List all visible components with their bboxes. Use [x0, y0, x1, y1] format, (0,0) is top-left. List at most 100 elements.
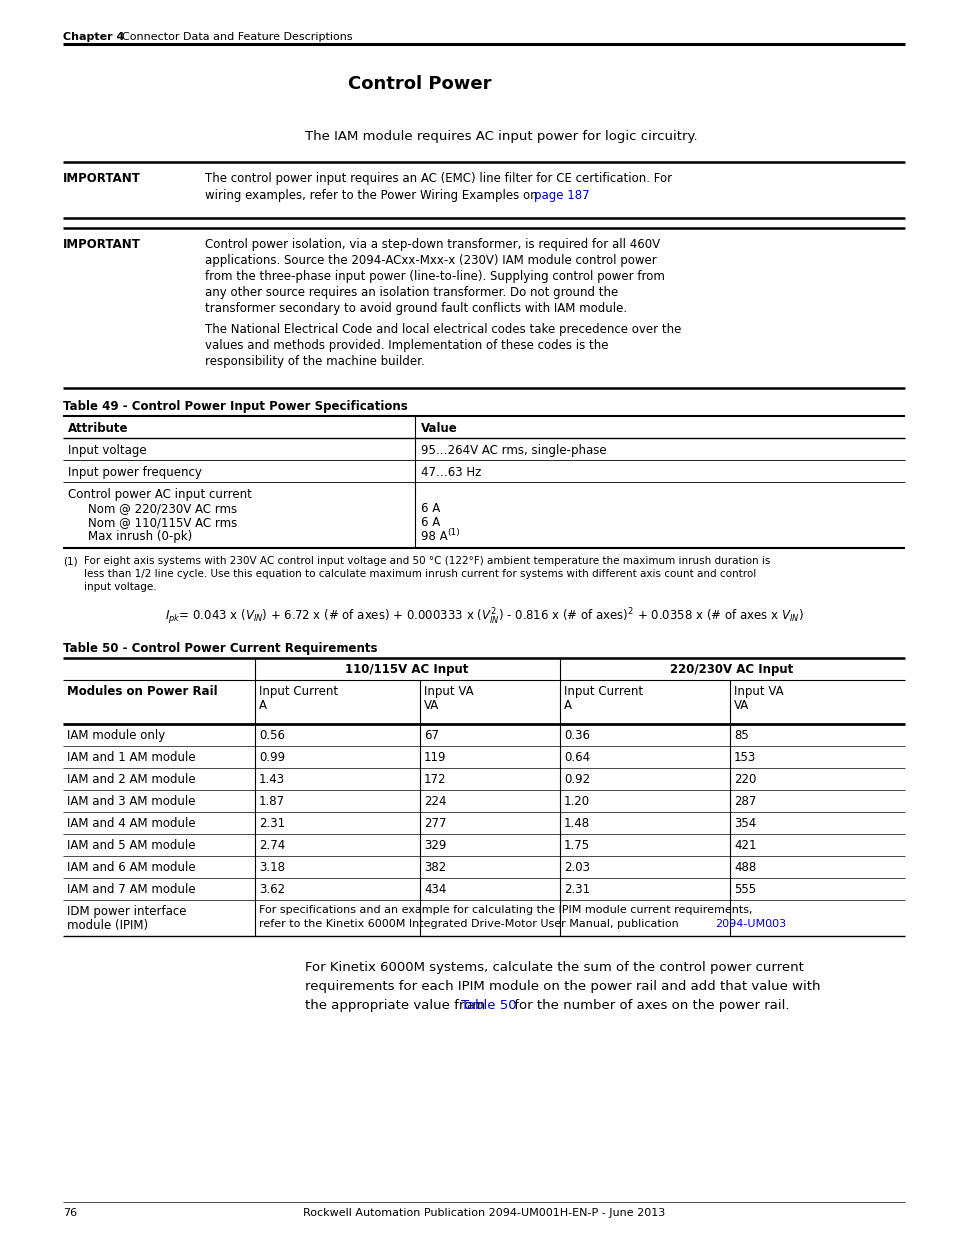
Text: 1.87: 1.87 — [258, 795, 285, 808]
Text: For specifications and an example for calculating the IPIM module current requir: For specifications and an example for ca… — [258, 905, 752, 915]
Text: Chapter 4: Chapter 4 — [63, 32, 124, 42]
Text: 220: 220 — [733, 773, 756, 785]
Text: values and methods provided. Implementation of these codes is the: values and methods provided. Implementat… — [205, 338, 608, 352]
Text: 354: 354 — [733, 818, 756, 830]
Text: IAM and 5 AM module: IAM and 5 AM module — [67, 839, 195, 852]
Text: 1.43: 1.43 — [258, 773, 285, 785]
Text: The National Electrical Code and local electrical codes take precedence over the: The National Electrical Code and local e… — [205, 324, 680, 336]
Text: (1): (1) — [63, 556, 77, 566]
Text: module (IPIM): module (IPIM) — [67, 919, 148, 932]
Text: Input VA: Input VA — [733, 685, 782, 698]
Text: IDM power interface: IDM power interface — [67, 905, 186, 918]
Text: 421: 421 — [733, 839, 756, 852]
Text: Nom @ 220/230V AC rms: Nom @ 220/230V AC rms — [88, 501, 237, 515]
Text: 76: 76 — [63, 1208, 77, 1218]
Text: 0.92: 0.92 — [563, 773, 590, 785]
Text: .: . — [582, 189, 586, 203]
Text: 85: 85 — [733, 729, 748, 742]
Text: 287: 287 — [733, 795, 756, 808]
Text: transformer secondary to avoid ground fault conflicts with IAM module.: transformer secondary to avoid ground fa… — [205, 303, 626, 315]
Text: 47…63 Hz: 47…63 Hz — [420, 466, 481, 479]
Text: Table 49 - Control Power Input Power Specifications: Table 49 - Control Power Input Power Spe… — [63, 400, 407, 412]
Text: for the number of axes on the power rail.: for the number of axes on the power rail… — [510, 999, 789, 1011]
Text: 153: 153 — [733, 751, 756, 764]
Text: 0.99: 0.99 — [258, 751, 285, 764]
Text: For eight axis systems with 230V AC control input voltage and 50 °C (122°F) ambi: For eight axis systems with 230V AC cont… — [84, 556, 770, 566]
Text: responsibility of the machine builder.: responsibility of the machine builder. — [205, 354, 424, 368]
Text: page 187: page 187 — [534, 189, 589, 203]
Text: 434: 434 — [423, 883, 446, 897]
Text: Input Current: Input Current — [258, 685, 337, 698]
Text: 3.18: 3.18 — [258, 861, 285, 874]
Text: IAM and 1 AM module: IAM and 1 AM module — [67, 751, 195, 764]
Text: IAM module only: IAM module only — [67, 729, 165, 742]
Text: IAM and 4 AM module: IAM and 4 AM module — [67, 818, 195, 830]
Text: Table 50 - Control Power Current Requirements: Table 50 - Control Power Current Require… — [63, 642, 377, 655]
Text: requirements for each IPIM module on the power rail and add that value with: requirements for each IPIM module on the… — [305, 981, 820, 993]
Text: 95…264V AC rms, single-phase: 95…264V AC rms, single-phase — [420, 445, 606, 457]
Text: refer to the Kinetix 6000M Integrated Drive-Motor User Manual, publication: refer to the Kinetix 6000M Integrated Dr… — [258, 919, 681, 929]
Text: 172: 172 — [423, 773, 446, 785]
Text: For Kinetix 6000M systems, calculate the sum of the control power current: For Kinetix 6000M systems, calculate the… — [305, 961, 803, 974]
Text: Max inrush (0-pk): Max inrush (0-pk) — [88, 530, 193, 543]
Text: Connector Data and Feature Descriptions: Connector Data and Feature Descriptions — [122, 32, 353, 42]
Text: IMPORTANT: IMPORTANT — [63, 172, 141, 185]
Text: The IAM module requires AC input power for logic circuitry.: The IAM module requires AC input power f… — [305, 130, 697, 143]
Text: IMPORTANT: IMPORTANT — [63, 238, 141, 251]
Text: Control power isolation, via a step-down transformer, is required for all 460V: Control power isolation, via a step-down… — [205, 238, 659, 251]
Text: Input VA: Input VA — [423, 685, 473, 698]
Text: 488: 488 — [733, 861, 756, 874]
Text: A: A — [258, 699, 267, 713]
Text: A: A — [563, 699, 572, 713]
Text: 329: 329 — [423, 839, 446, 852]
Text: any other source requires an isolation transformer. Do not ground the: any other source requires an isolation t… — [205, 287, 618, 299]
Text: applications. Source the 2094-ACxx-Mxx-x (230V) IAM module control power: applications. Source the 2094-ACxx-Mxx-x… — [205, 254, 656, 267]
Text: Control power AC input current: Control power AC input current — [68, 488, 252, 501]
Text: wiring examples, refer to the Power Wiring Examples on: wiring examples, refer to the Power Wiri… — [205, 189, 540, 203]
Text: IAM and 7 AM module: IAM and 7 AM module — [67, 883, 195, 897]
Text: 3.62: 3.62 — [258, 883, 285, 897]
Text: VA: VA — [733, 699, 748, 713]
Text: Table 50: Table 50 — [460, 999, 517, 1011]
Text: 220/230V AC Input: 220/230V AC Input — [670, 663, 793, 676]
Text: The control power input requires an AC (EMC) line filter for CE certification. F: The control power input requires an AC (… — [205, 172, 672, 185]
Text: 6 A: 6 A — [420, 501, 439, 515]
Text: 1.20: 1.20 — [563, 795, 590, 808]
Text: 382: 382 — [423, 861, 446, 874]
Text: 98 A: 98 A — [420, 530, 447, 543]
Text: less than 1/2 line cycle. Use this equation to calculate maximum inrush current : less than 1/2 line cycle. Use this equat… — [84, 569, 756, 579]
Text: 0.56: 0.56 — [258, 729, 285, 742]
Text: .: . — [769, 919, 773, 929]
Text: $I_{pk}$= 0.043 x ($V_{IN}$) + 6.72 x (# of axes) + 0.000333 x ($V_{IN}^2$) - 0.: $I_{pk}$= 0.043 x ($V_{IN}$) + 6.72 x (#… — [165, 606, 802, 626]
Text: Rockwell Automation Publication 2094-UM001H-EN-P - June 2013: Rockwell Automation Publication 2094-UM0… — [302, 1208, 664, 1218]
Text: 0.64: 0.64 — [563, 751, 590, 764]
Text: Input voltage: Input voltage — [68, 445, 147, 457]
Text: IAM and 3 AM module: IAM and 3 AM module — [67, 795, 195, 808]
Text: Input power frequency: Input power frequency — [68, 466, 202, 479]
Text: 119: 119 — [423, 751, 446, 764]
Text: IAM and 2 AM module: IAM and 2 AM module — [67, 773, 195, 785]
Text: 2094-UM003: 2094-UM003 — [714, 919, 785, 929]
Text: the appropriate value from: the appropriate value from — [305, 999, 489, 1011]
Text: Control Power: Control Power — [348, 75, 491, 93]
Text: 555: 555 — [733, 883, 756, 897]
Text: Nom @ 110/115V AC rms: Nom @ 110/115V AC rms — [88, 516, 237, 529]
Text: 67: 67 — [423, 729, 438, 742]
Text: 224: 224 — [423, 795, 446, 808]
Text: Attribute: Attribute — [68, 422, 129, 435]
Text: Input Current: Input Current — [563, 685, 642, 698]
Text: Modules on Power Rail: Modules on Power Rail — [67, 685, 217, 698]
Text: VA: VA — [423, 699, 438, 713]
Text: input voltage.: input voltage. — [84, 582, 156, 592]
Text: from the three-phase input power (line-to-line). Supplying control power from: from the three-phase input power (line-t… — [205, 270, 664, 283]
Text: 2.31: 2.31 — [258, 818, 285, 830]
Text: 1.48: 1.48 — [563, 818, 590, 830]
Text: 277: 277 — [423, 818, 446, 830]
Text: Value: Value — [420, 422, 457, 435]
Text: 0.36: 0.36 — [563, 729, 589, 742]
Text: 2.31: 2.31 — [563, 883, 590, 897]
Text: 6 A: 6 A — [420, 516, 439, 529]
Text: 2.03: 2.03 — [563, 861, 589, 874]
Text: 110/115V AC Input: 110/115V AC Input — [345, 663, 468, 676]
Text: 1.75: 1.75 — [563, 839, 590, 852]
